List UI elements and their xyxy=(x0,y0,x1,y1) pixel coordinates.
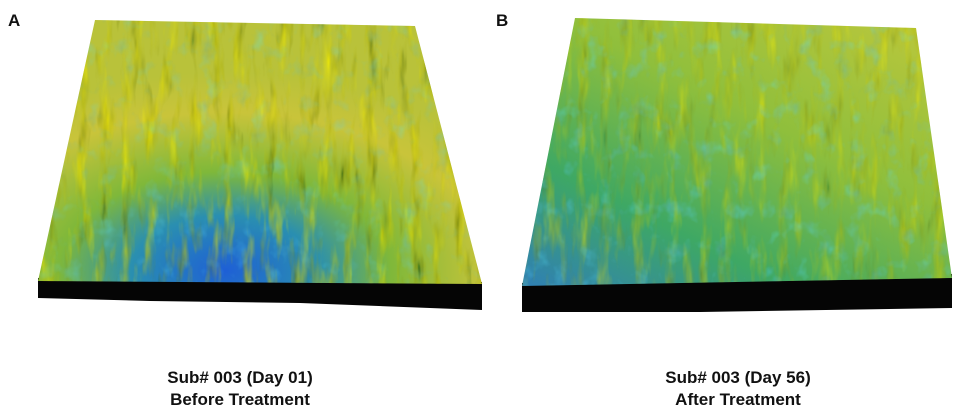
panel-a: A Sub# 003 (Day 01) Before Treatment xyxy=(8,11,482,409)
surface-base xyxy=(38,278,482,310)
panel-b: B Sub# 003 (Day 56) After Treatment xyxy=(496,11,952,409)
caption: Sub# 003 (Day 01) xyxy=(167,368,313,387)
panel-label: B xyxy=(496,11,508,30)
caption: Before Treatment xyxy=(170,390,310,409)
surface-texture xyxy=(522,18,952,286)
surface-texture xyxy=(38,20,482,284)
panel-label: A xyxy=(8,11,20,30)
caption: After Treatment xyxy=(675,390,801,409)
caption: Sub# 003 (Day 56) xyxy=(665,368,811,387)
